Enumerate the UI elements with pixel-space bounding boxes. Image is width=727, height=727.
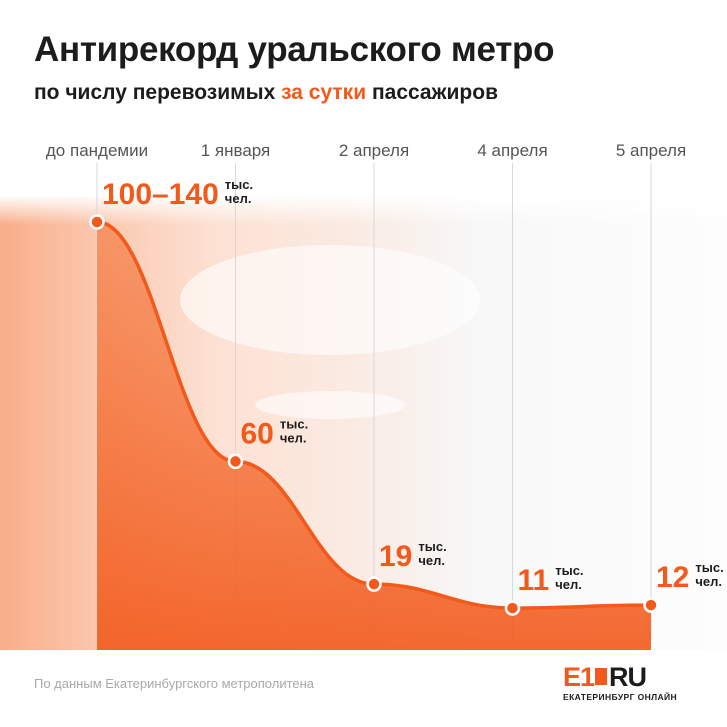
data-point-3 bbox=[504, 600, 521, 616]
subtitle-text-end: пассажиров bbox=[371, 81, 498, 104]
data-label-value-4: 12 bbox=[656, 561, 689, 594]
subtitle-highlight: за сутки bbox=[281, 81, 367, 104]
data-label-1: 60 тыс.чел. bbox=[241, 416, 309, 450]
area-fill bbox=[97, 222, 651, 650]
data-label-4: 12 тыс.чел. bbox=[656, 560, 724, 594]
data-point-2 bbox=[366, 576, 382, 592]
data-point-0 bbox=[89, 214, 105, 230]
data-label-value-2: 19 bbox=[379, 540, 412, 573]
logo-mark: E1 RU bbox=[563, 662, 647, 693]
data-label-unit-3-b: чел. bbox=[555, 577, 582, 592]
data-label-value-3: 11 bbox=[518, 564, 550, 597]
passenger-chart: до пандемии 1 января 2 апреля 4 апреля 5 апр… bbox=[0, 141, 727, 650]
logo-tagline: ЕКАТЕРИНБУРГ ОНЛАЙН bbox=[563, 692, 678, 702]
data-label-unit-1-b: чел. bbox=[280, 430, 307, 445]
data-label-unit-3-a: тыс. bbox=[555, 563, 583, 578]
data-label-3: 11 тыс.чел. bbox=[518, 563, 584, 597]
source-note: По данным Екатеринбургского метрополитен… bbox=[34, 676, 315, 691]
x-tick-label-1: 1 января bbox=[201, 141, 271, 160]
page-subtitle: по числу перевозимых за сутки пассажиров bbox=[34, 81, 498, 105]
logo-square-icon bbox=[595, 668, 608, 685]
x-tick-label-4: 5 апреля bbox=[616, 141, 686, 160]
ceiling-light-decoration-2 bbox=[255, 391, 405, 419]
data-label-unit-2-a: тыс. bbox=[418, 539, 446, 554]
data-label-unit-4-a: тыс. bbox=[695, 560, 723, 575]
x-tick-label-3: 4 апреля bbox=[477, 141, 547, 160]
data-label-unit-1-a: тыс. bbox=[280, 416, 308, 431]
e1-logo[interactable]: E1 RU ЕКАТЕРИНБУРГ ОНЛАЙН bbox=[563, 662, 693, 708]
logo-e1: E1 bbox=[563, 662, 595, 692]
data-point-1 bbox=[227, 453, 244, 470]
subtitle-text: по числу перевозимых bbox=[34, 81, 276, 104]
data-label-value-0: 100–140 bbox=[102, 178, 219, 211]
x-tick-label-2: 2 апреля bbox=[339, 141, 409, 160]
logo-ru: RU bbox=[609, 662, 647, 692]
data-label-unit-4-b: чел. bbox=[695, 574, 722, 589]
data-label-unit-0-a: тыс. bbox=[225, 177, 253, 192]
data-label-2: 19 тыс.чел. bbox=[379, 539, 447, 573]
data-label-unit-0-b: чел. bbox=[225, 191, 252, 206]
data-label-value-1: 60 bbox=[241, 417, 274, 450]
data-label-0: 100–140 тыс.чел. bbox=[102, 177, 253, 211]
page-title: Антирекорд уральского метро bbox=[34, 30, 555, 69]
series-line bbox=[95, 220, 653, 610]
data-point-4 bbox=[643, 597, 659, 613]
x-tick-label-0: до пандемии bbox=[46, 141, 148, 160]
data-label-unit-2-b: чел. bbox=[418, 553, 445, 568]
